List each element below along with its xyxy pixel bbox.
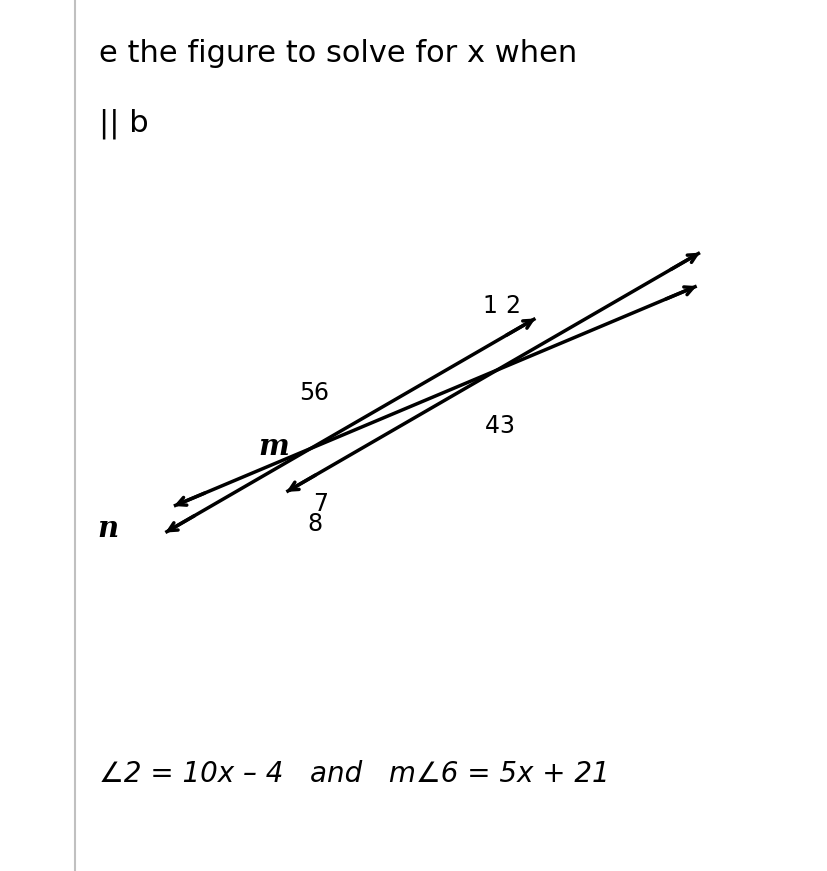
Text: n: n (97, 514, 118, 543)
Text: 7: 7 (313, 492, 327, 516)
Text: 4: 4 (485, 414, 500, 437)
Text: 6: 6 (313, 381, 327, 405)
Text: 2: 2 (504, 294, 519, 318)
Text: e the figure to solve for x when: e the figure to solve for x when (99, 39, 577, 68)
Text: || b: || b (99, 109, 149, 139)
Text: 8: 8 (307, 512, 322, 537)
Text: m: m (258, 432, 289, 462)
Text: ∠2 = 10x – 4   and   m∠6 = 5x + 21: ∠2 = 10x – 4 and m∠6 = 5x + 21 (99, 760, 609, 788)
Text: 5: 5 (299, 381, 313, 405)
Text: 3: 3 (499, 414, 514, 437)
Text: 1: 1 (482, 294, 497, 318)
